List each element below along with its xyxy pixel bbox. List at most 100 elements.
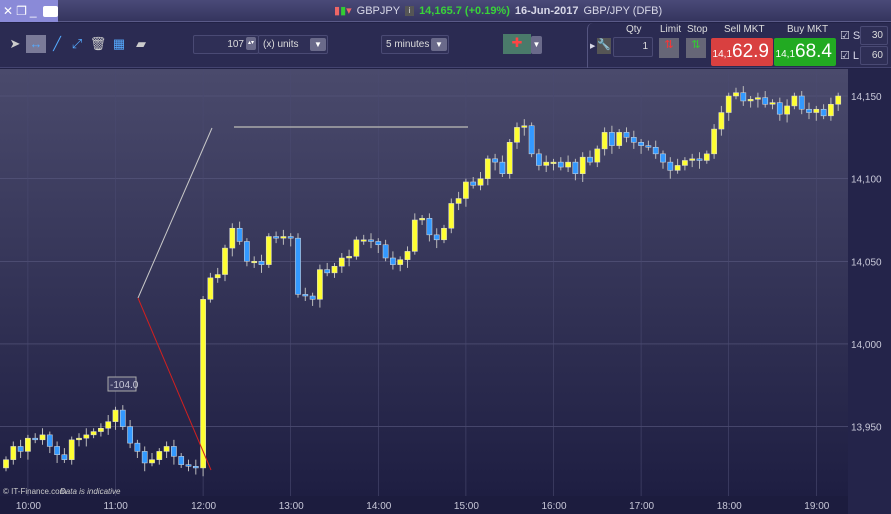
candle xyxy=(83,428,90,447)
candle xyxy=(32,433,39,444)
candle-body xyxy=(112,409,119,422)
candle xyxy=(134,439,141,459)
trend-line-icon[interactable]: ╱ xyxy=(53,36,61,51)
x-tick-label: 10:00 xyxy=(16,501,41,512)
candle xyxy=(718,105,725,136)
candle xyxy=(638,138,644,154)
horizontal-line-icon[interactable]: ↔ xyxy=(26,35,46,53)
disclaimer: Data is indicative xyxy=(60,487,121,496)
buy-label: Buy MKT xyxy=(787,24,829,35)
candle xyxy=(375,238,382,254)
instrument-name: GBP/JPY (DFB) xyxy=(583,4,663,17)
candle-body xyxy=(667,161,674,171)
candle xyxy=(652,140,659,159)
candle-body xyxy=(134,442,141,452)
candle-body xyxy=(39,434,46,441)
restore-icon[interactable]: ❐ xyxy=(16,4,27,18)
limit-order-icon[interactable]: ⇅ xyxy=(659,38,679,58)
candle-body xyxy=(411,219,418,252)
chevron-down-icon[interactable]: ▼ xyxy=(310,38,326,51)
candle-body xyxy=(579,156,586,174)
candle xyxy=(295,233,301,298)
candle xyxy=(492,153,498,171)
candle-body xyxy=(309,295,316,300)
candle-body xyxy=(433,234,440,241)
candle xyxy=(499,155,506,177)
s-value: 30 xyxy=(871,30,883,41)
candle xyxy=(229,223,236,257)
candle-body xyxy=(601,132,608,150)
candle xyxy=(244,238,250,267)
x-tick-label: 12:00 xyxy=(191,501,216,512)
qty-label: Qty xyxy=(626,24,642,35)
candle xyxy=(127,419,133,449)
indicator-icon[interactable]: ▦ xyxy=(112,36,126,51)
candle xyxy=(711,124,717,159)
watermark: © IT-Finance.com xyxy=(3,487,67,496)
candle-body xyxy=(98,428,104,432)
s-checkbox[interactable]: ☑ S xyxy=(840,30,861,42)
candle xyxy=(448,198,455,234)
candle xyxy=(404,246,411,268)
candle xyxy=(207,272,214,303)
candle xyxy=(623,127,630,143)
expand-icon[interactable]: ▶ xyxy=(590,43,596,50)
candle xyxy=(747,96,754,108)
candle xyxy=(645,140,652,151)
l-checkbox[interactable]: ☑ L xyxy=(840,50,860,62)
candle xyxy=(185,459,192,472)
wrench-icon[interactable]: 🔧 xyxy=(597,38,611,54)
buy-button[interactable]: 14,168.4 xyxy=(774,38,836,66)
candle xyxy=(506,138,513,179)
candle-body xyxy=(791,95,798,107)
candle-body xyxy=(346,256,352,259)
symbol[interactable]: GBPJPY xyxy=(356,4,401,17)
candle xyxy=(828,97,834,121)
drawn-trend-line[interactable] xyxy=(137,127,213,299)
chevron-down-icon[interactable]: ▼ xyxy=(431,38,447,51)
ruler-icon[interactable]: ▰ xyxy=(136,36,146,51)
candle-body xyxy=(652,146,659,155)
candle-body xyxy=(711,128,717,155)
info-icon[interactable]: i xyxy=(405,5,415,16)
candle xyxy=(813,105,820,121)
close-icon[interactable]: ✕ xyxy=(3,4,14,18)
segment-icon[interactable]: ⤢ xyxy=(71,36,83,51)
candle-body xyxy=(105,421,112,429)
minimize-icon[interactable]: _ xyxy=(29,4,37,18)
candle-body xyxy=(46,434,53,447)
keyboard-icon[interactable] xyxy=(42,5,58,17)
drawn-measure-line[interactable] xyxy=(137,297,212,471)
candle-body xyxy=(368,239,374,242)
add-indicator-icon[interactable]: ✚ xyxy=(503,34,531,54)
stop-order-icon[interactable]: ⇅ xyxy=(686,38,706,58)
s-input[interactable]: 30 xyxy=(860,26,888,45)
candle xyxy=(433,228,440,249)
x-tick-label: 15:00 xyxy=(454,501,479,512)
candlestick-type-icon[interactable]: ▮▮▾ xyxy=(334,5,352,17)
sell-button[interactable]: 14,162.9 xyxy=(711,38,773,66)
candle-body xyxy=(565,161,571,168)
trash-icon[interactable]: 🗑 xyxy=(89,36,107,51)
candle-body xyxy=(536,153,542,166)
candle-body xyxy=(638,142,644,146)
candle xyxy=(258,254,265,273)
price-chart[interactable]: 14,150 14,100 14,050 14,000 13,950 10:00 11:00… xyxy=(0,69,891,514)
candle-body xyxy=(798,95,805,110)
candle-body xyxy=(375,241,382,246)
candle-body xyxy=(280,236,287,239)
candle xyxy=(251,256,258,268)
pointer-icon[interactable]: ➤ xyxy=(9,36,21,51)
y-tick-label: 14,050 xyxy=(851,257,882,268)
candle xyxy=(112,406,119,430)
l-input[interactable]: 60 xyxy=(860,46,888,65)
candle xyxy=(39,428,46,445)
quantity-stepper[interactable]: ▴▾ xyxy=(246,37,256,50)
qty-input[interactable]: 1 xyxy=(613,37,653,57)
candle-body xyxy=(207,277,214,300)
watermark-text: © IT-Finance.com xyxy=(3,487,67,496)
chevron-down-icon[interactable]: ▼ xyxy=(531,36,542,54)
buy-price: 68.4 xyxy=(795,41,832,62)
candle xyxy=(674,158,681,174)
candle xyxy=(426,213,433,242)
